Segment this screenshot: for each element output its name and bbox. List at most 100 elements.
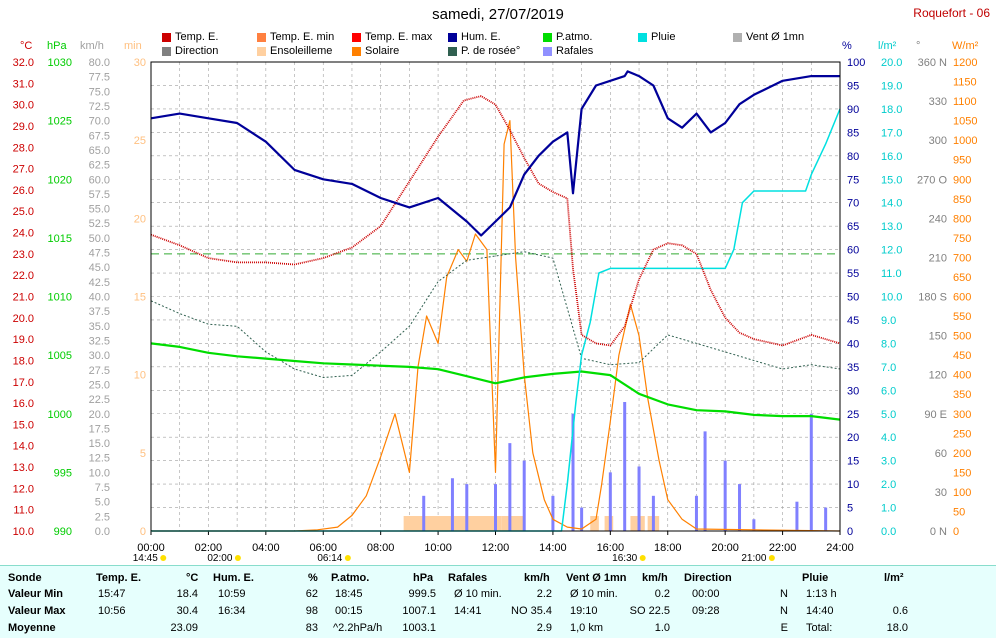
hum-axis-tick: 20: [847, 432, 859, 444]
solar-axis-tick: 500: [953, 331, 971, 343]
hum-axis-tick: 5: [847, 503, 853, 515]
row-avg-hum-val: 83: [305, 622, 318, 634]
event-label: 02:00: [207, 553, 232, 564]
row-min-label: Valeur Min: [8, 588, 64, 600]
hum-axis-tick: 25: [847, 409, 859, 421]
header-direction: Direction: [684, 572, 732, 584]
legend-dewpoint-swatch: [448, 46, 457, 56]
rain-axis-tick: 15.0: [881, 174, 902, 186]
x-axis-tick: 02:00: [195, 542, 223, 554]
hum-axis-tick: 95: [847, 80, 859, 92]
rain-axis-tick: 6.0: [881, 385, 896, 397]
legend-press-swatch: [543, 32, 552, 42]
sun-axis-tick: 15: [134, 292, 146, 304]
header-rain-unit: l/m²: [884, 572, 904, 584]
wind-axis-tick: 2.5: [95, 511, 110, 523]
dir-axis-tick: 0 N: [930, 526, 947, 538]
wind-axis-tick: 15.0: [89, 438, 110, 450]
row-avg-label: Moyenne: [8, 622, 56, 634]
legend-hum-swatch: [448, 32, 457, 42]
header-wind: Vent Ø 1mn: [566, 572, 627, 584]
unit-hum: %: [842, 40, 852, 52]
legend-hum: Hum. E.: [448, 31, 501, 43]
solar-axis-tick: 650: [953, 272, 971, 284]
row-min-gusts-label: Ø 10 min.: [454, 588, 502, 600]
legend-temp-max-label: Temp. E. max: [365, 31, 433, 43]
row-min-hum-time: 10:59: [218, 588, 246, 600]
legend-gusts-swatch: [543, 46, 552, 56]
temp-axis-tick: 29.0: [13, 121, 34, 133]
press-axis-tick: 995: [54, 467, 72, 479]
hum-axis-tick: 65: [847, 221, 859, 233]
rain-axis-tick: 7.0: [881, 362, 896, 374]
row-max-hum-time: 16:34: [218, 605, 246, 617]
row-max-gusts-val: NO 35.4: [511, 605, 552, 617]
legend-solar-label: Solaire: [365, 45, 400, 57]
sunshine-bar: [590, 516, 599, 531]
dir-axis-tick: 180 S: [918, 292, 947, 304]
x-axis-tick: 10:00: [424, 542, 452, 554]
hum-axis-tick: 100: [847, 57, 865, 69]
sun-axis-tick: 5: [140, 448, 146, 460]
header-gusts-unit: km/h: [524, 572, 550, 584]
event-label: 21:00: [741, 553, 766, 564]
wind-axis-tick: 0.0: [95, 526, 110, 538]
temp-axis-tick: 23.0: [13, 249, 34, 261]
rain-axis-tick: 14.0: [881, 198, 902, 210]
legend-temp-max: Temp. E. max: [352, 31, 432, 43]
row-min-wind-val: 0.2: [654, 588, 670, 600]
header-sonde: Sonde: [8, 572, 42, 584]
legend-press-label: P.atmo.: [556, 31, 593, 43]
press-axis-tick: 990: [54, 526, 72, 538]
sun-axis-tick: 0: [140, 526, 146, 538]
solar-axis-tick: 850: [953, 194, 971, 206]
legend-temp: Temp. E.: [162, 31, 218, 43]
header-press-unit: hPa: [413, 572, 434, 584]
legend-rain-swatch: [638, 32, 647, 42]
unit-rain: l/m²: [878, 40, 897, 52]
station-name: Roquefort - 06: [913, 6, 990, 20]
x-axis-tick: 14:00: [539, 542, 567, 554]
temp-axis-tick: 30.0: [13, 100, 34, 112]
wind-axis-tick: 7.5: [95, 482, 110, 494]
solar-axis-tick: 1150: [953, 77, 977, 89]
solar-axis-tick: 200: [953, 448, 971, 460]
row-avg-press-trend: ^2.2hPa/h: [333, 622, 383, 634]
temp-axis-tick: 15.0: [13, 419, 34, 431]
hum-axis-tick: 55: [847, 268, 859, 280]
x-axis-tick: 04:00: [252, 542, 280, 554]
wind-axis-tick: 52.5: [89, 218, 110, 230]
temp-axis-tick: 26.0: [13, 185, 34, 197]
legend-temp-swatch: [162, 32, 171, 42]
dir-axis-tick: 270 O: [917, 174, 947, 186]
sunshine-bar: [423, 516, 467, 531]
dewpoint-line: [150, 251, 841, 378]
wind-axis-tick: 17.5: [89, 423, 110, 435]
unit-solar: W/m²: [952, 40, 979, 52]
legend-gusts-label: Rafales: [556, 45, 594, 57]
solar-axis-tick: 150: [953, 467, 971, 479]
legend-wind: Vent Ø 1mn: [733, 31, 804, 43]
temp-axis-tick: 22.0: [13, 270, 34, 282]
humidity-line: [150, 70, 840, 237]
rain-axis-tick: 11.0: [881, 268, 902, 280]
legend-sunshine: Ensoleilleme: [257, 45, 332, 57]
legend-rain: Pluie: [638, 31, 675, 43]
hum-axis-tick: 0: [847, 526, 853, 538]
solar-axis-tick: 50: [953, 506, 965, 518]
rain-axis-tick: 8.0: [881, 338, 896, 350]
sun-axis-tick: 30: [134, 57, 146, 69]
x-axis-tick: 16:00: [597, 542, 625, 554]
row-max-press-val: 1007.1: [402, 605, 436, 617]
rain-axis-tick: 16.0: [881, 151, 902, 163]
wind-axis-tick: 47.5: [89, 248, 110, 260]
rain-axis-tick: 1.0: [881, 503, 896, 515]
temp-axis-tick: 17.0: [13, 377, 34, 389]
hum-axis-tick: 75: [847, 174, 859, 186]
event-marker: [234, 555, 241, 561]
wind-axis-tick: 62.5: [89, 160, 110, 172]
press-axis-tick: 1030: [48, 57, 72, 69]
wind-axis-tick: 57.5: [89, 189, 110, 201]
temp-axis-tick: 12.0: [13, 483, 34, 495]
x-axis-tick: 22:00: [769, 542, 797, 554]
